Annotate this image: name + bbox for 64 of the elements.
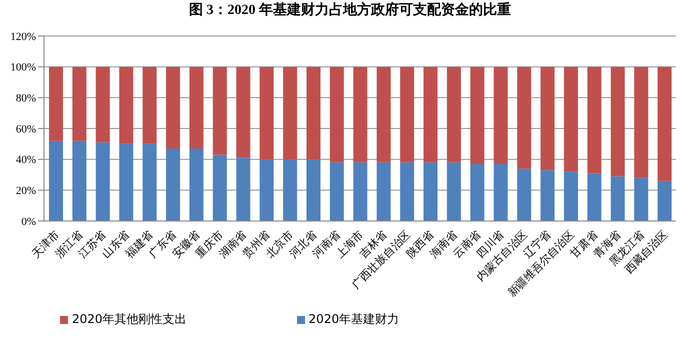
bar bbox=[330, 162, 344, 221]
bar bbox=[166, 148, 180, 221]
bar bbox=[494, 66, 508, 164]
bar bbox=[634, 66, 648, 178]
bar bbox=[260, 66, 274, 160]
bar bbox=[96, 66, 110, 142]
bar bbox=[96, 142, 110, 221]
bar bbox=[49, 140, 63, 221]
bar bbox=[587, 173, 602, 221]
bar bbox=[446, 66, 461, 162]
y-tick-label: 100% bbox=[10, 62, 36, 74]
bar bbox=[212, 154, 227, 221]
y-tick-label: 20% bbox=[16, 185, 36, 198]
bar bbox=[470, 66, 484, 164]
chart-title: 图 3：2020 年基建财力占地方政府可支配资金的比重 bbox=[188, 0, 512, 20]
bar bbox=[517, 168, 532, 221]
bar bbox=[353, 66, 368, 162]
bar bbox=[142, 144, 157, 221]
bar bbox=[236, 66, 250, 158]
bar bbox=[587, 66, 602, 174]
legend-label: 2020年基建财力 bbox=[308, 312, 400, 326]
bar bbox=[72, 66, 86, 141]
y-tick-label: 120% bbox=[10, 30, 36, 43]
y-tick-label: 80% bbox=[16, 92, 36, 105]
y-tick-label: 0% bbox=[21, 216, 36, 228]
bar bbox=[424, 162, 438, 221]
bar bbox=[330, 66, 344, 162]
bar bbox=[212, 66, 227, 155]
bar bbox=[494, 164, 508, 221]
legend-label: 2020年其他刚性支出 bbox=[72, 312, 187, 326]
bar bbox=[353, 162, 368, 221]
bar bbox=[446, 162, 461, 221]
bar bbox=[142, 66, 157, 144]
bar bbox=[517, 66, 532, 169]
bar bbox=[400, 66, 414, 162]
bar bbox=[610, 176, 625, 221]
bar bbox=[610, 66, 625, 176]
bar bbox=[376, 162, 391, 221]
bar bbox=[400, 162, 414, 221]
bar bbox=[564, 66, 578, 172]
bar bbox=[564, 172, 578, 221]
bar bbox=[283, 66, 298, 160]
bar bbox=[189, 148, 204, 221]
bar bbox=[260, 159, 274, 221]
bar bbox=[72, 140, 86, 221]
y-tick-label: 60% bbox=[16, 123, 36, 136]
bar bbox=[119, 66, 134, 144]
bar bbox=[470, 164, 484, 221]
bar bbox=[376, 66, 391, 162]
bar bbox=[540, 66, 555, 170]
bar bbox=[189, 66, 204, 149]
y-tick-label: 40% bbox=[16, 154, 36, 166]
bar bbox=[306, 66, 320, 160]
bar bbox=[166, 66, 180, 149]
bar bbox=[119, 144, 134, 221]
bar bbox=[658, 66, 672, 181]
bar bbox=[49, 66, 63, 141]
bar bbox=[634, 178, 648, 221]
bar bbox=[236, 158, 250, 221]
bar bbox=[540, 170, 555, 221]
bar bbox=[658, 180, 672, 221]
bar bbox=[424, 66, 438, 162]
bar bbox=[283, 159, 298, 221]
bar bbox=[306, 159, 320, 221]
